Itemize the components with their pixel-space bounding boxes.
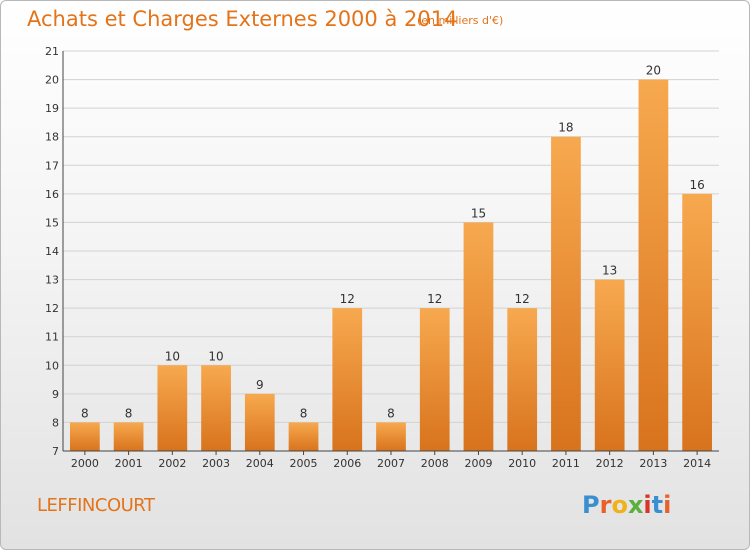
- logo-letter: r: [599, 491, 612, 519]
- y-tick-label: 15: [45, 216, 59, 229]
- x-tick-label: 2013: [639, 457, 667, 470]
- y-tick-label: 21: [45, 45, 59, 58]
- x-tick-label: 2011: [552, 457, 580, 470]
- data-label: 13: [602, 264, 617, 278]
- logo-letter: i: [663, 491, 672, 519]
- data-label: 9: [256, 378, 264, 392]
- y-tick-label: 20: [45, 74, 59, 87]
- x-tick-label: 2010: [508, 457, 536, 470]
- y-tick-label: 7: [52, 445, 59, 458]
- data-label: 8: [387, 406, 395, 420]
- x-tick-label: 2012: [596, 457, 624, 470]
- bar-2010: [507, 308, 538, 451]
- y-tick-label: 13: [45, 274, 59, 287]
- bar-2007: [376, 422, 406, 451]
- chart-subtitle: (en milliers d'€): [417, 14, 504, 27]
- chart-title: Achats et Charges Externes 2000 à 2014: [27, 7, 458, 31]
- x-tick-label: 2004: [246, 457, 274, 470]
- x-tick-label: 2001: [115, 457, 143, 470]
- bar-2004: [244, 393, 275, 451]
- logo-letter: x: [627, 491, 644, 519]
- x-tick-label: 2014: [683, 457, 711, 470]
- data-label: 12: [340, 292, 355, 306]
- bar-2006: [332, 308, 363, 451]
- proxiti-logo[interactable]: Proxiti: [582, 491, 671, 519]
- data-label: 15: [471, 206, 486, 220]
- x-tick-label: 2006: [333, 457, 361, 470]
- y-tick-label: 19: [45, 102, 59, 115]
- bar-2001: [113, 422, 144, 451]
- data-label: 16: [689, 178, 704, 192]
- data-label: 8: [125, 406, 133, 420]
- y-tick-label: 10: [45, 359, 59, 372]
- x-tick-label: 2000: [71, 457, 99, 470]
- data-label: 12: [427, 292, 442, 306]
- bar-2000: [69, 422, 100, 451]
- bar-2013: [638, 79, 669, 452]
- bar-2014: [682, 193, 713, 451]
- data-label: 20: [646, 64, 661, 78]
- x-tick-label: 2009: [464, 457, 492, 470]
- data-label: 8: [81, 406, 89, 420]
- data-label: 8: [300, 406, 308, 420]
- logo-letter: i: [643, 491, 652, 519]
- y-tick-label: 8: [52, 416, 59, 429]
- y-tick-label: 14: [45, 245, 59, 258]
- data-label: 12: [515, 292, 530, 306]
- bar-2003: [201, 365, 231, 451]
- bar-2008: [419, 308, 450, 451]
- y-tick-label: 18: [45, 131, 59, 144]
- bar-2011: [551, 136, 581, 451]
- bar-2009: [463, 222, 494, 451]
- y-tick-label: 16: [45, 188, 59, 201]
- y-tick-label: 17: [45, 159, 59, 172]
- bar-2005: [288, 422, 319, 451]
- logo-letter: P: [582, 491, 600, 519]
- x-tick-label: 2005: [290, 457, 318, 470]
- data-label: 18: [558, 121, 573, 135]
- y-tick-label: 11: [45, 331, 59, 344]
- bar-2012: [594, 279, 625, 451]
- x-tick-label: 2002: [158, 457, 186, 470]
- x-tick-label: 2008: [421, 457, 449, 470]
- x-tick-label: 2007: [377, 457, 405, 470]
- data-label: 10: [165, 349, 180, 363]
- logo-letter: o: [611, 491, 628, 519]
- x-tick-label: 2003: [202, 457, 230, 470]
- y-tick-label: 9: [52, 388, 59, 401]
- commune-name: LEFFINCOURT: [37, 495, 155, 516]
- bar-2002: [157, 365, 188, 451]
- data-label: 10: [208, 349, 223, 363]
- y-tick-label: 12: [45, 302, 59, 315]
- logo-letter: t: [651, 491, 664, 519]
